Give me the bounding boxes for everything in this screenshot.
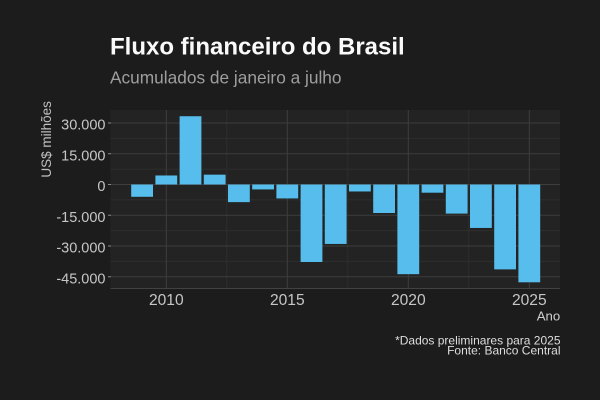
svg-text:2025: 2025	[512, 292, 547, 309]
svg-text:2020: 2020	[391, 292, 426, 309]
svg-text:Fonte: Banco Central: Fonte: Banco Central	[447, 344, 560, 358]
svg-text:Ano: Ano	[537, 309, 560, 324]
svg-text:*Dados preliminares para 2025: *Dados preliminares para 2025	[395, 333, 561, 347]
svg-text:Fluxo financeiro do Brasil: Fluxo financeiro do Brasil	[110, 34, 405, 61]
svg-text:2010: 2010	[149, 292, 184, 309]
svg-text:-30.000: -30.000	[56, 241, 105, 257]
svg-text:Acumulados de janeiro a julho: Acumulados de janeiro a julho	[110, 68, 342, 88]
svg-text:US$ milhões: US$ milhões	[39, 101, 54, 178]
svg-text:-15.000: -15.000	[56, 210, 105, 226]
svg-text:30.000: 30.000	[61, 118, 105, 134]
svg-text:15.000: 15.000	[61, 148, 105, 164]
svg-text:-45.000: -45.000	[56, 271, 105, 287]
svg-text:0: 0	[97, 179, 105, 195]
svg-text:2015: 2015	[270, 292, 305, 309]
